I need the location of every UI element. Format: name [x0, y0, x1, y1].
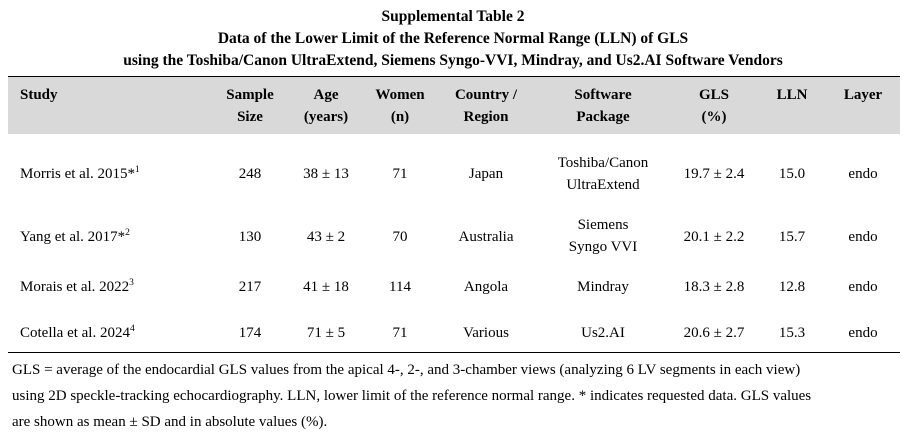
study-name: Cotella et al. 2024 — [20, 325, 130, 341]
table-row-2-layer: endo — [848, 229, 878, 245]
table-row-3-layer: endo — [848, 279, 878, 295]
study-name: Yang et al. 2017* — [20, 229, 126, 245]
header-women-line-1: Women — [375, 87, 425, 103]
table-title: Supplemental Table 2 Data of the Lower L… — [0, 6, 906, 72]
header-sample-size: Sample Size — [212, 84, 288, 128]
study-name: Morris et al. 2015* — [20, 166, 135, 182]
footnote-line-3: are shown as mean ± SD and in absolute v… — [12, 414, 328, 430]
software-line-1: Toshiba/Canon — [557, 155, 649, 171]
table-top-rule — [8, 76, 900, 77]
table-row-4-age: 71 ± 5 — [306, 325, 346, 341]
study-name: Morais et al. 2022 — [20, 279, 130, 295]
footnote-line-1: GLS = average of the endocardial GLS val… — [12, 362, 801, 378]
header-women: Women (n) — [364, 84, 436, 128]
table-footnote: GLS = average of the endocardial GLS val… — [12, 357, 896, 435]
table-row-4-country: Various — [463, 325, 509, 341]
header-gls-line-2: (%) — [701, 109, 727, 125]
header-country-line-1: Country / — [454, 87, 518, 103]
table-row-4-study: Cotella et al. 20244 — [20, 322, 135, 344]
table-row-3-software: Mindray — [542, 276, 664, 298]
table-row-2-age: 43 ± 2 — [306, 229, 346, 245]
reference-number: 1 — [134, 165, 140, 175]
software-line-1: Us2.AI — [581, 325, 625, 341]
header-software-line-1: Software — [574, 87, 632, 103]
table-row-2-country: Australia — [458, 229, 514, 245]
table-row-1-women: 71 — [392, 166, 408, 182]
table-row-2-women: 70 — [392, 229, 408, 245]
table-row-1-lln: 15.0 — [778, 166, 806, 182]
header-study: Study — [20, 87, 58, 103]
header-software-line-2: Package — [576, 109, 630, 125]
table-row-2-study: Yang et al. 2017*2 — [20, 226, 130, 248]
reference-number: 2 — [125, 228, 130, 238]
table-row-1-sample: 248 — [238, 166, 262, 182]
header-country-line-2: Region — [463, 109, 509, 125]
header-sample-line-1: Sample — [226, 87, 274, 103]
table-row-3-sample: 217 — [238, 279, 262, 295]
table-row-4-women: 71 — [392, 325, 408, 341]
table-row-4-sample: 174 — [238, 325, 262, 341]
title-line-2: Data of the Lower Limit of the Reference… — [217, 30, 689, 47]
table-row-4-software: Us2.AI — [542, 322, 664, 344]
table-row-3-women: 114 — [389, 279, 411, 295]
table-row-1-software: Toshiba/Canon UltraExtend — [542, 152, 664, 196]
header-age-line-1: Age — [313, 87, 339, 103]
table-row-2-gls: 20.1 ± 2.2 — [683, 229, 745, 245]
table-header-background — [8, 76, 900, 134]
table-row-1-layer: endo — [848, 166, 878, 182]
header-lln: LLN — [776, 87, 808, 103]
software-line-2: UltraExtend — [566, 177, 640, 193]
header-gls: GLS (%) — [672, 84, 756, 128]
table-row-2-software: Siemens Syngo VVI — [542, 214, 664, 258]
software-line-2: Syngo VVI — [568, 239, 638, 255]
title-line-1: Supplemental Table 2 — [381, 8, 525, 25]
footnote-line-2: using 2D speckle-tracking echocardiograp… — [12, 388, 812, 404]
header-age-line-2: (years) — [303, 109, 349, 125]
table-row-4-layer: endo — [848, 325, 878, 341]
reference-number: 4 — [129, 324, 135, 334]
table-row-3-gls: 18.3 ± 2.8 — [683, 279, 745, 295]
title-line-3: using the Toshiba/Canon UltraExtend, Sie… — [123, 52, 783, 69]
header-gls-line-1: GLS — [698, 87, 729, 103]
table-row-1-study: Morris et al. 2015*1 — [20, 163, 140, 185]
reference-number: 3 — [129, 278, 134, 288]
software-line-1: Mindray — [577, 279, 629, 295]
table-row-1-age: 38 ± 13 — [303, 166, 349, 182]
header-country: Country / Region — [440, 84, 532, 128]
header-software: Software Package — [542, 84, 664, 128]
table-row-4-lln: 15.3 — [778, 325, 806, 341]
table-bottom-rule — [8, 352, 900, 353]
table-row-3-age: 41 ± 18 — [303, 279, 349, 295]
header-layer: Layer — [843, 87, 883, 103]
header-women-line-2: (n) — [390, 109, 410, 125]
software-line-1: Siemens — [577, 217, 629, 233]
table-row-1-gls: 19.7 ± 2.4 — [683, 166, 745, 182]
table-row-4-gls: 20.6 ± 2.7 — [683, 325, 745, 341]
table-row-3-lln: 12.8 — [778, 279, 806, 295]
table-row-1-country: Japan — [468, 166, 504, 182]
table-row-2-sample: 130 — [238, 229, 262, 245]
table-row-3-study: Morais et al. 20223 — [20, 276, 134, 298]
header-age: Age (years) — [290, 84, 362, 128]
table-row-3-country: Angola — [463, 279, 509, 295]
table-row-2-lln: 15.7 — [778, 229, 806, 245]
header-sample-line-2: Size — [237, 109, 263, 125]
